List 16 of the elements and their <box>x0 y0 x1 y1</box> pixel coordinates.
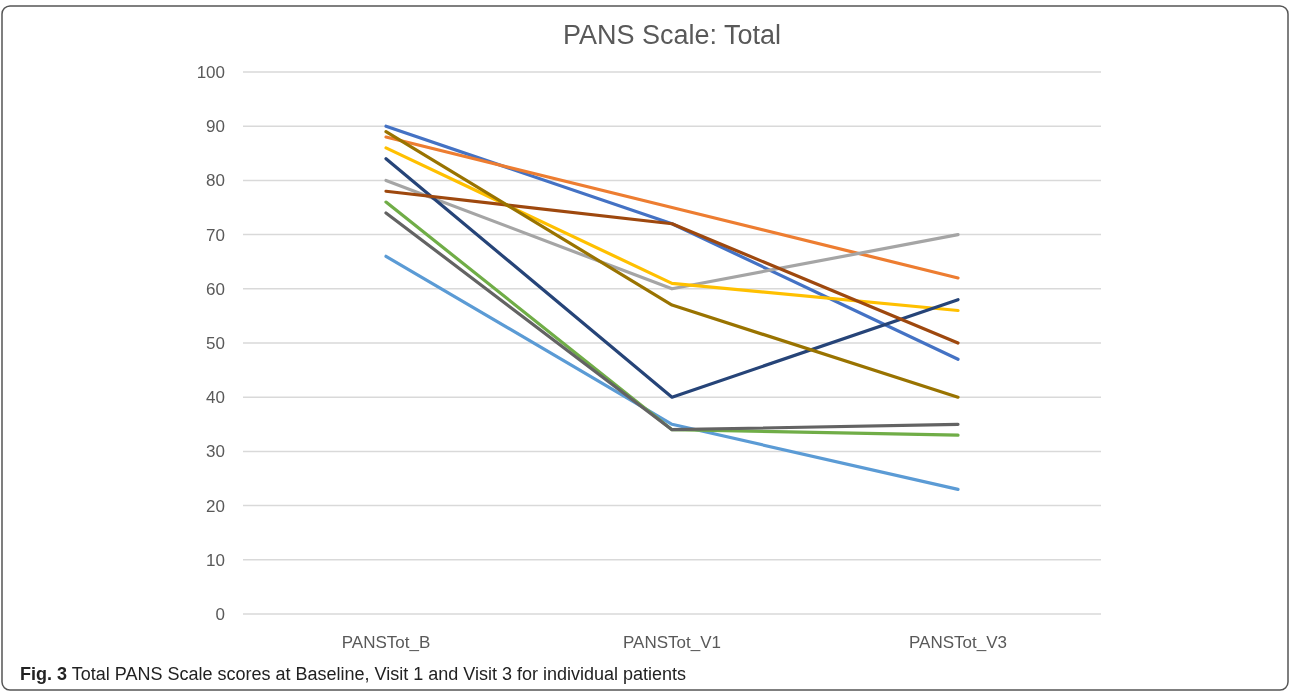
chart-title: PANS Scale: Total <box>562 20 782 50</box>
y-tick-label: 60 <box>206 279 225 299</box>
x-tick-label: PANSTot_V1 <box>623 633 721 652</box>
caption: Fig. 3 Total PANS Scale scores at Baseline, Visit 1 and Visit 3 for individual patients <box>20 664 687 684</box>
x-tick-label: PANSTot_B <box>341 633 431 652</box>
y-tick-label: 70 <box>206 225 225 245</box>
y-tick-label: 50 <box>206 333 225 353</box>
y-tick-label: 30 <box>206 442 225 462</box>
y-tick-label: 10 <box>206 550 225 570</box>
y-tick-label: 100 <box>196 62 225 82</box>
y-tick-label: 80 <box>206 171 225 191</box>
y-tick-label: 90 <box>206 117 225 137</box>
y-tick-label: 0 <box>215 604 225 624</box>
y-tick-label: 40 <box>206 388 225 408</box>
x-tick-label: PANSTot_V3 <box>909 633 1007 652</box>
y-tick-label: 20 <box>206 496 225 516</box>
